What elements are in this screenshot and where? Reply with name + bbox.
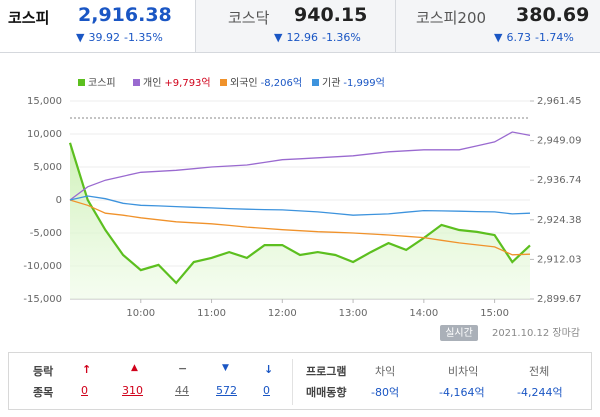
column-name: 비차익 <box>448 365 479 378</box>
label: 종목 <box>33 386 54 399</box>
series-line <box>69 199 531 256</box>
legend-entry: 개인 +9,793억 <box>143 77 211 89</box>
tab-value: 380.69 <box>516 4 590 26</box>
count[interactable]: 572 <box>216 384 237 397</box>
legend-value: -8,206억 <box>261 77 302 89</box>
legend-value: -1,999억 <box>343 77 384 89</box>
column-value: -4,244억 <box>517 386 563 399</box>
realtime-label: 실시간 <box>445 327 473 339</box>
icon-upper-limit: ↑ <box>82 363 92 376</box>
tab-change: ▼ 6.73 -1.74% <box>494 31 574 44</box>
column-name: 차익 <box>375 365 396 378</box>
tab-name: 코스피 <box>8 9 50 27</box>
change: 12.96 <box>286 31 318 44</box>
legend-entry: 코스피 <box>88 77 116 89</box>
y-tick-label: 15,000 <box>27 96 62 107</box>
rate: -1.36% <box>321 31 361 44</box>
legend-name: 코스피 <box>88 77 116 89</box>
icon-down: ▼ <box>222 363 229 373</box>
count[interactable]: 310 <box>122 384 143 397</box>
column-value: -80억 <box>371 386 400 399</box>
tab[interactable]: 코스피200 380.69 ▼ 6.73 -1.74% <box>395 0 600 52</box>
chart: 실시간 2021.10.12 장마감 15,000 10,000 5,000 0 -5,… <box>23 77 582 341</box>
count[interactable]: 0 <box>263 384 270 397</box>
legend-swatch <box>312 79 319 86</box>
series-line <box>69 131 531 201</box>
label: 매매동향 <box>306 386 347 399</box>
legend-entry: 외국인 -8,206억 <box>230 77 302 89</box>
column-value: -4,164억 <box>439 386 485 399</box>
x-tick-label: 14:00 <box>409 308 438 319</box>
x-tick-label: 13:00 <box>339 308 368 319</box>
y-tick-label: -10,000 <box>23 261 62 272</box>
count[interactable]: 44 <box>175 384 189 397</box>
label: 프로그램 <box>306 365 347 378</box>
series-area <box>70 142 530 299</box>
tab[interactable]: 코스닥 940.15 ▼ 12.96 -1.36% <box>195 0 395 52</box>
tab-value: 2,916.38 <box>78 4 172 26</box>
y-tick-label: -5,000 <box>30 228 62 239</box>
tab-change: ▼ 39.92 -1.35% <box>76 31 163 44</box>
change: 6.73 <box>506 31 531 44</box>
legend-value: +9,793억 <box>164 77 210 89</box>
tab[interactable]: 코스피 2,916.38 ▼ 39.92 -1.35% <box>0 0 195 52</box>
y2-tick-label: 2,899.67 <box>537 294 582 305</box>
series-line <box>69 195 531 216</box>
y-tick-label: 5,000 <box>33 162 62 173</box>
x-tick-label: 15:00 <box>480 308 509 319</box>
y2-tick-label: 2,949.09 <box>537 136 582 147</box>
legend-swatch <box>220 79 227 86</box>
x-tick-label: 12:00 <box>268 308 297 319</box>
market-summary: 등락 종목 ↑ 0 ▲ 310 − 44 ▼ 572 ↓ 0 프로그램 매매동향… <box>8 352 592 410</box>
legend-name: 기관 <box>322 77 340 89</box>
column-name: 전체 <box>529 365 550 378</box>
y-tick-label: -15,000 <box>23 294 62 305</box>
index-tabs: 코스피 2,916.38 ▼ 39.92 -1.35% 코스닥 940.15 ▼ 12… <box>0 0 600 53</box>
tab-name: 코스닥 <box>228 9 270 27</box>
icon-flat: − <box>178 362 188 375</box>
y2-tick-label: 2,936.74 <box>537 175 582 186</box>
icon-up: ▲ <box>131 363 138 373</box>
legend-entry: 기관 -1,999억 <box>322 77 385 89</box>
realtime-button[interactable] <box>440 325 478 341</box>
x-tick-label: 10:00 <box>126 308 155 319</box>
legend-name: 외국인 <box>230 77 258 89</box>
y2-tick-label: 2,912.03 <box>537 254 582 265</box>
divider <box>292 359 293 405</box>
rate: -1.74% <box>534 31 574 44</box>
tab-change: ▼ 12.96 -1.36% <box>274 31 361 44</box>
legend-swatch <box>133 79 140 86</box>
icon-lower-limit: ↓ <box>264 363 274 376</box>
legend-name: 개인 <box>143 77 161 89</box>
timestamp: 2021.10.12 장마감 <box>492 327 580 339</box>
legend-swatch <box>78 79 85 86</box>
tab-value: 940.15 <box>294 4 368 26</box>
label: 등락 <box>33 365 54 378</box>
y-tick-label: 0 <box>56 195 62 206</box>
y2-tick-label: 2,924.38 <box>537 215 582 226</box>
tab-name: 코스피200 <box>416 9 487 27</box>
series-line <box>68 142 531 285</box>
y2-tick-label: 2,961.45 <box>537 96 582 107</box>
y-tick-label: 10,000 <box>27 129 62 140</box>
change: 39.92 <box>88 31 120 44</box>
rate: -1.35% <box>123 31 163 44</box>
x-tick-label: 11:00 <box>197 308 226 319</box>
count[interactable]: 0 <box>81 384 88 397</box>
